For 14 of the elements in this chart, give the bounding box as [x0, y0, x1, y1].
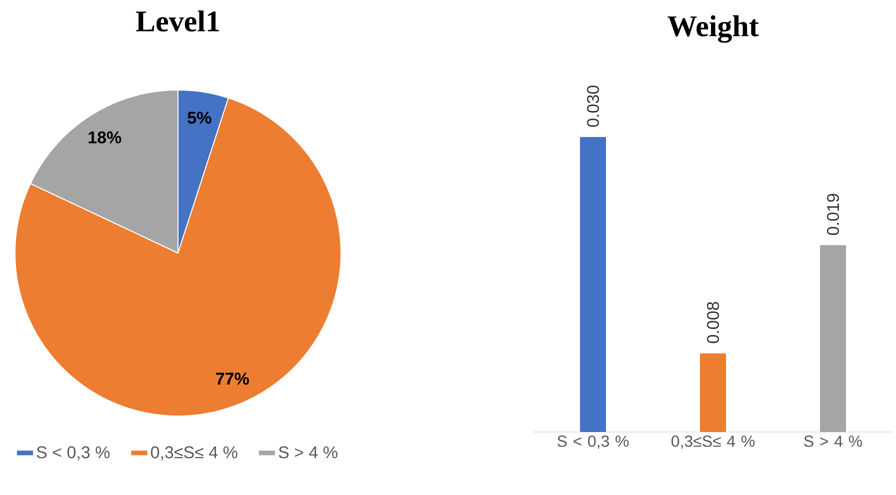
data-label: 77%	[216, 372, 249, 385]
data-label: 18%	[88, 131, 122, 144]
data-label: 0.030	[586, 86, 600, 127]
data-label: 0.019	[826, 194, 840, 235]
x-tick-label: S > 4 %	[804, 436, 862, 447]
data-label: 0.008	[706, 302, 720, 344]
legend-label: 0,3≤S≤ 4 %	[150, 446, 238, 460]
legend-label: S > 4 %	[278, 446, 338, 458]
data-label: 5%	[188, 112, 212, 124]
legend-label: S < 0,3 %	[36, 446, 110, 460]
chart-title: Level1	[136, 10, 219, 32]
chart-title: Weight	[668, 15, 759, 43]
x-tick-label: S < 0,3 %	[557, 436, 629, 449]
x-tick-label: 0,3≤S≤ 4 %	[672, 436, 755, 449]
